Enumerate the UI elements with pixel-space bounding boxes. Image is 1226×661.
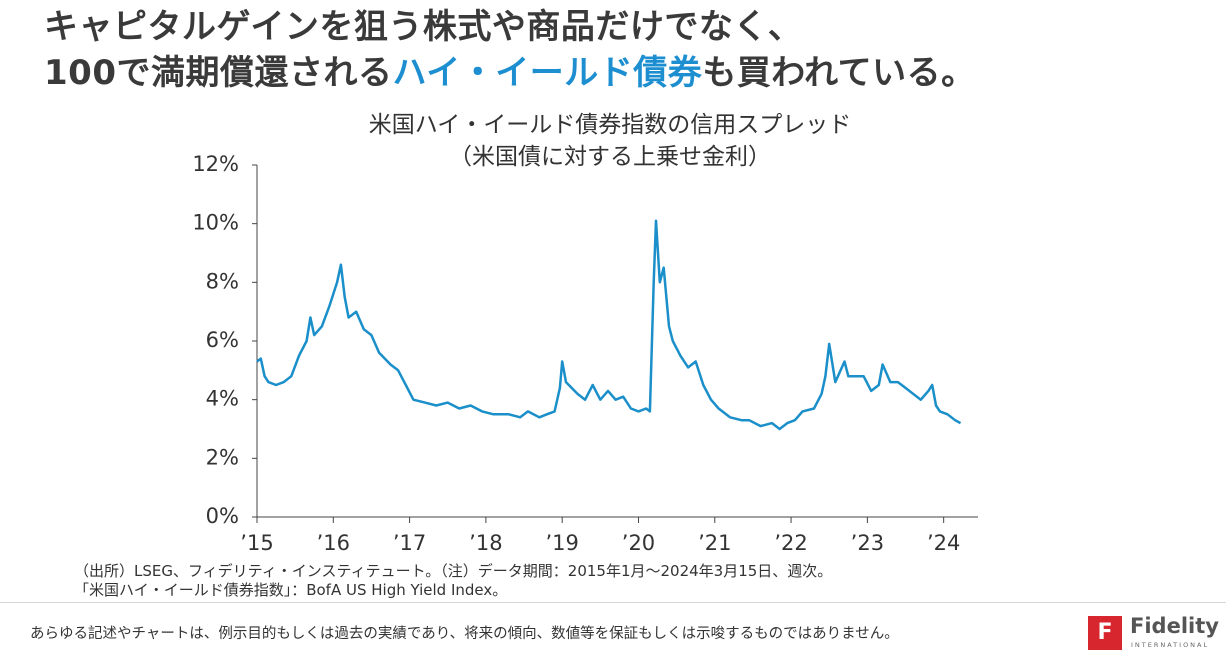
x-tick-label: ’21 — [698, 531, 731, 555]
spread-line — [256, 219, 962, 431]
headline-text: も買われている。 — [702, 53, 976, 93]
y-tick-label: 10% — [192, 211, 239, 235]
y-tick-label: 6% — [206, 328, 239, 352]
x-tick-label: ’20 — [622, 531, 655, 555]
y-tick-label: 0% — [206, 504, 239, 528]
y-tick-label: 12% — [192, 152, 239, 176]
logo: F Fidelity INTERNATIONAL — [1088, 614, 1219, 654]
x-tick-label: ’15 — [240, 531, 273, 555]
logo-mark: F — [1088, 616, 1122, 650]
chart-subtitle: （米国債に対する上乗せ金利） — [449, 144, 771, 170]
divider — [0, 602, 1226, 603]
logo-text: Fidelity — [1130, 614, 1219, 638]
headline-line: 100で満期償還されるハイ・イールド債券も買われている。 — [44, 50, 976, 96]
headline-line: キャピタルゲインを狙う株式や商品だけでなく、 — [44, 7, 803, 47]
x-tick-label: ’16 — [317, 531, 350, 555]
y-tick-label: 8% — [206, 269, 239, 293]
x-tick-label: ’24 — [927, 531, 960, 555]
x-tick-label: ’22 — [774, 531, 807, 555]
notes: （出所）LSEG、フィデリティ・インスティテュート。（注）データ期間：2015年… — [74, 562, 832, 600]
x-tick-label: ’23 — [851, 531, 884, 555]
headline: キャピタルゲインを狙う株式や商品だけでなく、 100で満期償還されるハイ・イール… — [44, 4, 976, 96]
x-tick-label: ’18 — [469, 531, 502, 555]
logo-subtext: INTERNATIONAL — [1131, 641, 1210, 649]
chart-title: 米国ハイ・イールド債券指数の信用スプレッド — [369, 112, 852, 138]
x-tick-label: ’17 — [393, 531, 426, 555]
chart: 米国ハイ・イールド債券指数の信用スプレッド （米国債に対する上乗せ金利） 0% 2… — [192, 112, 978, 555]
note: （出所）LSEG、フィデリティ・インスティテュート。（注）データ期間：2015年… — [74, 562, 833, 580]
y-tick-label: 4% — [206, 387, 239, 411]
y-tick-label: 2% — [206, 445, 239, 469]
headline-highlight: ハイ・イールド債券 — [392, 53, 703, 93]
headline-text: 100で満期償還される — [44, 53, 393, 93]
disclaimer: あらゆる記述やチャートは、例示目的もしくは過去の実績であり、将来の傾向、数値等を… — [30, 626, 899, 642]
note: 「米国ハイ・イールド債券指数」：BofA US High Yield Index… — [74, 581, 508, 599]
x-tick-label: ’19 — [545, 531, 578, 555]
